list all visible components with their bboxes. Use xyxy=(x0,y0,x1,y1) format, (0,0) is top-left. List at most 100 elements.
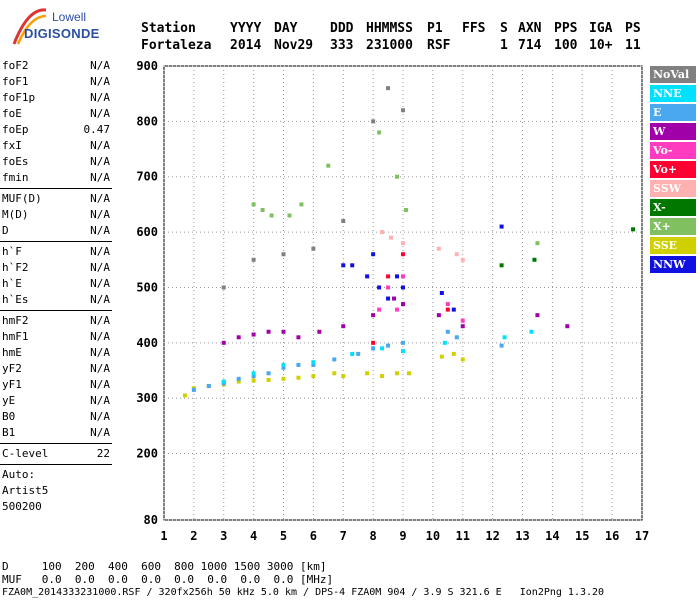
param-name: hmF2 xyxy=(2,314,29,327)
x-tick-label: 13 xyxy=(515,529,529,543)
data-point-vo- xyxy=(460,318,465,323)
data-point-ssw xyxy=(454,252,459,257)
data-point-x- xyxy=(535,241,540,246)
param-row: fmin N/A xyxy=(0,170,112,186)
param-row: foF2 N/A xyxy=(0,58,112,74)
data-point-nnw xyxy=(365,274,370,279)
data-point-w xyxy=(317,329,322,334)
y-tick-label: 300 xyxy=(136,391,158,405)
data-point-x- xyxy=(251,202,256,207)
param-name: fmin xyxy=(2,171,29,184)
data-point-sse xyxy=(281,376,286,381)
data-point-sse xyxy=(296,375,301,380)
data-point-nnw xyxy=(371,252,376,257)
data-point-sse xyxy=(332,371,337,376)
param-value: N/A xyxy=(90,208,110,221)
header-value-pps: 100 xyxy=(554,38,578,53)
x-tick-label: 1 xyxy=(160,529,167,543)
data-point-x- xyxy=(287,213,292,218)
header-value-ps: 11 xyxy=(625,38,641,53)
legend-item-ssw: SSW xyxy=(650,180,696,197)
data-point-x- xyxy=(326,163,331,168)
data-point-w xyxy=(371,313,376,318)
param-value: N/A xyxy=(90,139,110,152)
param-value: N/A xyxy=(90,59,110,72)
param-name: foE xyxy=(2,107,22,120)
param-row: yF2 N/A xyxy=(0,361,112,377)
data-point-noval xyxy=(251,257,256,262)
x-tick-label: 6 xyxy=(310,529,317,543)
header-label-ffs: FFS xyxy=(462,21,486,36)
y-tick-label: 80 xyxy=(144,513,158,527)
data-point-x- xyxy=(532,257,537,262)
param-name: hmF1 xyxy=(2,330,29,343)
legend-item-e: E xyxy=(650,104,696,121)
param-row: MUF(D) N/A xyxy=(0,191,112,207)
param-name: foF1 xyxy=(2,75,29,88)
divider xyxy=(0,188,112,189)
data-point-ssw xyxy=(401,241,405,246)
header-label-hhmmss: HHMMSS xyxy=(366,21,413,36)
header-value-p1: RSF xyxy=(427,38,451,53)
param-row: foF1p N/A xyxy=(0,90,112,106)
data-point-nne xyxy=(350,351,355,356)
y-tick-label: 900 xyxy=(136,59,158,73)
data-point-sse xyxy=(266,377,271,382)
legend-item-x-: X+ xyxy=(650,218,696,235)
data-point-noval xyxy=(221,285,226,290)
data-point-e xyxy=(499,343,504,348)
param-row: B1 N/A xyxy=(0,425,112,441)
data-point-e xyxy=(266,371,271,376)
y-tick-label: 500 xyxy=(136,280,158,294)
data-point-vo- xyxy=(401,252,405,257)
param-value: N/A xyxy=(90,171,110,184)
x-tick-label: 11 xyxy=(456,529,470,543)
auto-label: Auto: xyxy=(2,468,36,481)
param-row: D N/A xyxy=(0,223,112,239)
param-row: hmF1 N/A xyxy=(0,329,112,345)
data-point-x- xyxy=(299,202,304,207)
data-point-nne xyxy=(251,371,256,376)
param-name: yF2 xyxy=(2,362,22,375)
param-name: B0 xyxy=(2,410,16,423)
data-point-e xyxy=(454,335,459,340)
data-point-nne xyxy=(502,335,507,340)
header-value-hhmmss: 231000 xyxy=(366,38,413,53)
logo-text-top: Lowell xyxy=(52,10,87,24)
data-point-nnw xyxy=(386,296,391,301)
data-point-vo- xyxy=(445,302,450,307)
header-label-pps: PPS xyxy=(554,21,578,36)
data-point-e xyxy=(311,362,316,367)
data-point-noval xyxy=(371,119,376,124)
data-point-sse xyxy=(182,393,187,398)
param-name: yE xyxy=(2,394,16,407)
x-tick-label: 3 xyxy=(220,529,227,543)
header-label-station: Station xyxy=(141,21,196,36)
data-point-nne xyxy=(221,379,226,384)
param-value: N/A xyxy=(90,155,110,168)
header-value-axn: 714 xyxy=(518,38,542,53)
data-point-w xyxy=(401,302,405,307)
param-value: N/A xyxy=(90,107,110,120)
x-tick-label: 4 xyxy=(250,529,257,543)
data-point-sse xyxy=(460,357,465,362)
data-point-sse xyxy=(251,378,256,383)
data-point-e xyxy=(332,357,337,362)
data-point-w xyxy=(535,313,540,318)
data-point-ssw xyxy=(389,235,394,240)
param-name: M(D) xyxy=(2,208,29,221)
data-point-nne xyxy=(401,349,405,354)
data-point-nne xyxy=(380,346,385,351)
header-value-day: Nov29 xyxy=(274,38,314,53)
data-point-nne xyxy=(442,340,447,345)
x-tick-label: 17 xyxy=(635,529,649,543)
param-value: 22 xyxy=(96,447,110,460)
x-tick-label: 2 xyxy=(190,529,197,543)
header-label-yyyy: YYYY xyxy=(230,21,262,36)
data-point-w xyxy=(436,313,441,318)
data-point-vo- xyxy=(445,307,450,312)
legend-item-sse: SSE xyxy=(650,237,696,254)
param-group-virtual-heights: h`F N/A h`F2 N/A h`E N/A h`Es N/A xyxy=(0,244,112,308)
data-point-nnw xyxy=(377,285,382,290)
